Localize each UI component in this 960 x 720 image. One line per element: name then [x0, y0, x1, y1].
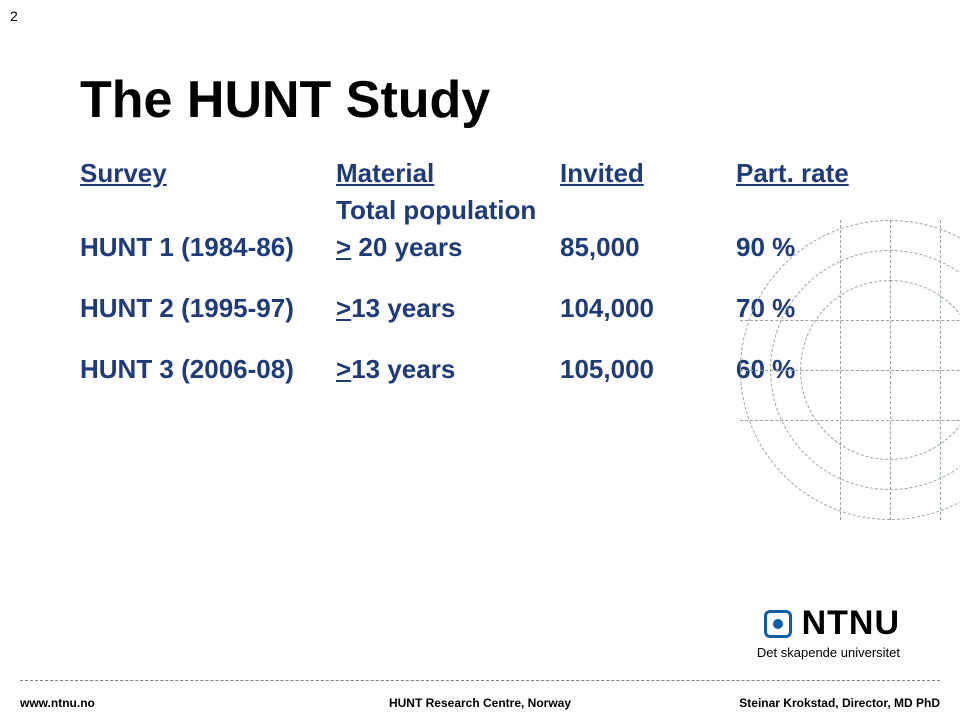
footer-divider	[20, 680, 940, 681]
material-rest: 13 years	[351, 354, 455, 384]
material-rest: 20 years	[351, 232, 462, 262]
gte-symbol: >	[336, 293, 351, 323]
slide-title: The HUNT Study	[80, 70, 880, 130]
table-subheader-row: Total population	[80, 195, 880, 232]
subhead-material: Total population	[336, 195, 560, 232]
cell-material: >13 years	[336, 354, 560, 391]
slide-footer: www.ntnu.no HUNT Research Centre, Norway…	[0, 680, 960, 720]
cell-material: >13 years	[336, 293, 560, 330]
table-row: HUNT 3 (2006-08) >13 years 105,000 60 %	[80, 354, 880, 391]
ntnu-logo-text: NTNU	[802, 604, 900, 643]
table-header-row: Survey Material Invited Part. rate	[80, 158, 880, 195]
cell-invited: 85,000	[560, 232, 736, 269]
col-header-material: Material	[336, 158, 560, 195]
footer-left: www.ntnu.no	[20, 696, 95, 710]
cell-rate: 60 %	[736, 354, 880, 391]
gte-symbol: >	[336, 232, 351, 262]
cell-invited: 104,000	[560, 293, 736, 330]
cell-survey: HUNT 3 (2006-08)	[80, 354, 336, 391]
col-header-rate: Part. rate	[736, 158, 880, 195]
col-header-survey: Survey	[80, 158, 336, 195]
col-header-invited: Invited	[560, 158, 736, 195]
ntnu-logo: NTNU Det skapende universitet	[757, 604, 900, 660]
subhead-empty2	[560, 195, 736, 232]
study-table: Survey Material Invited Part. rate Total…	[80, 158, 880, 391]
footer-right: Steinar Krokstad, Director, MD PhD	[739, 696, 940, 710]
subhead-empty3	[736, 195, 880, 232]
ntnu-logo-icon	[764, 610, 792, 638]
table-row: HUNT 1 (1984-86) > 20 years 85,000 90 %	[80, 232, 880, 269]
table-row: HUNT 2 (1995-97) >13 years 104,000 70 %	[80, 293, 880, 330]
cell-survey: HUNT 2 (1995-97)	[80, 293, 336, 330]
page-number: 2	[10, 8, 18, 24]
cell-invited: 105,000	[560, 354, 736, 391]
footer-center: HUNT Research Centre, Norway	[389, 696, 571, 710]
material-rest: 13 years	[351, 293, 455, 323]
gte-symbol: >	[336, 354, 351, 384]
cell-rate: 70 %	[736, 293, 880, 330]
cell-rate: 90 %	[736, 232, 880, 269]
cell-survey: HUNT 1 (1984-86)	[80, 232, 336, 269]
slide-content: The HUNT Study Survey Material Invited P…	[80, 70, 880, 391]
subhead-empty	[80, 195, 336, 232]
ntnu-logo-subtitle: Det skapende universitet	[757, 645, 900, 660]
cell-material: > 20 years	[336, 232, 560, 269]
